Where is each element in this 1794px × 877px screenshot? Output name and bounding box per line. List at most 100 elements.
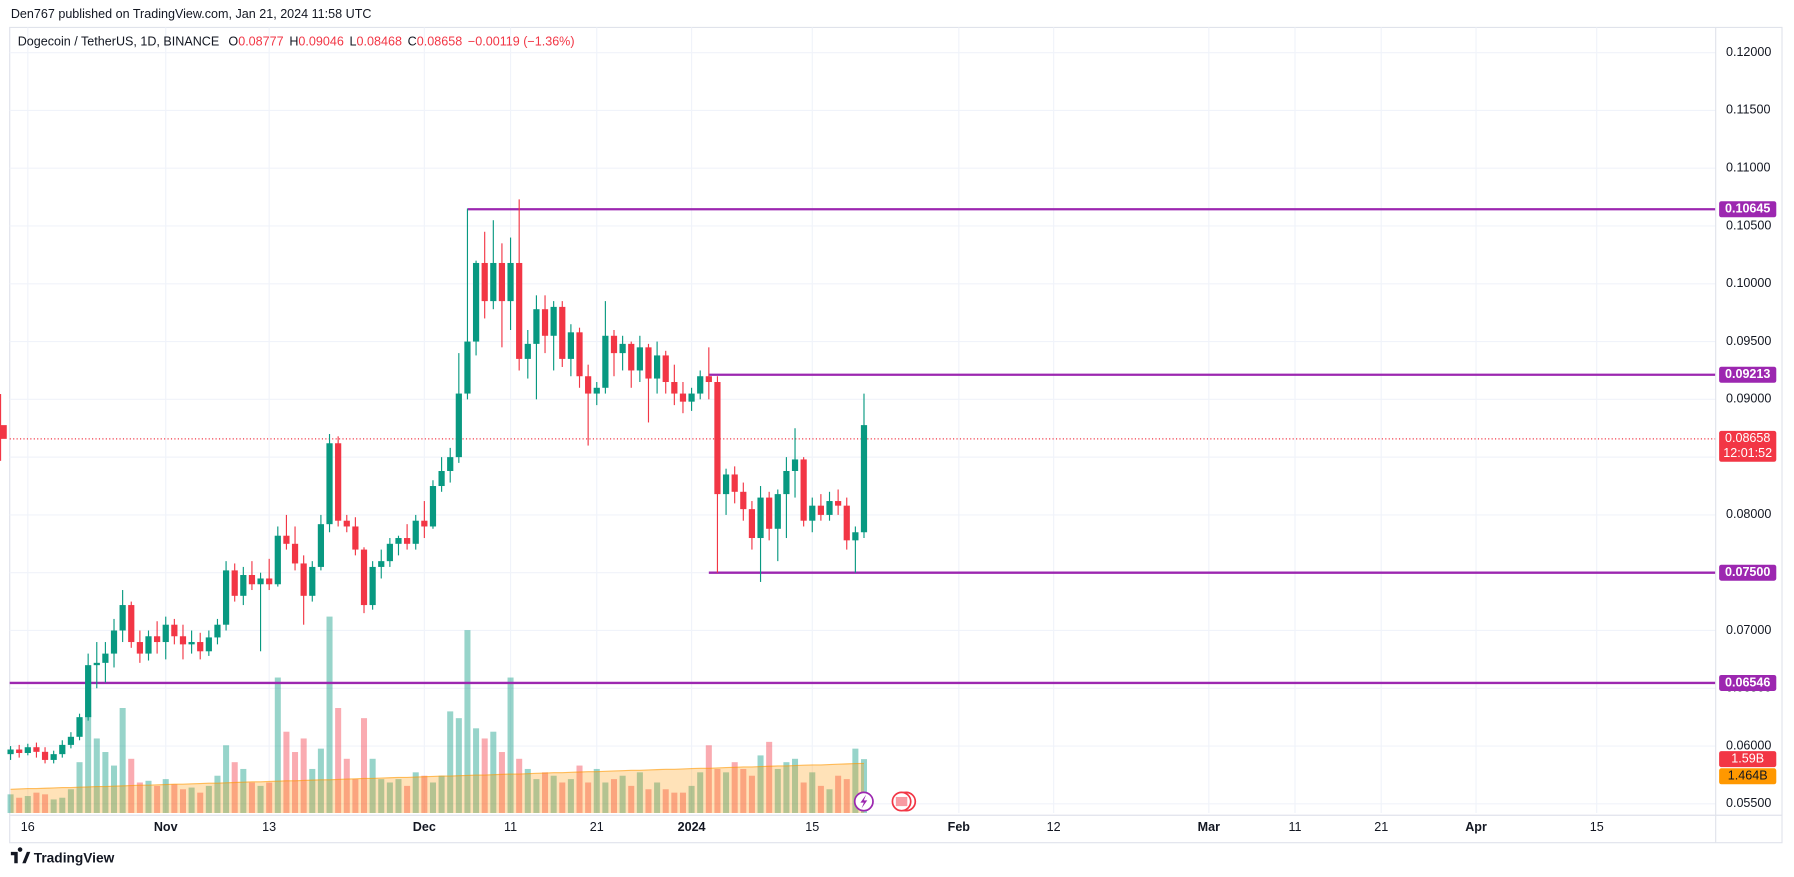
- candle-body: [757, 497, 764, 539]
- candle-body: [171, 624, 178, 637]
- lightning-glyph: [860, 794, 868, 809]
- candle-body: [386, 543, 393, 562]
- volume-bar: [559, 782, 566, 813]
- y-tick-label: 0.09000: [1726, 392, 1771, 406]
- volume-bar: [119, 708, 126, 813]
- logo-mark: [10, 847, 31, 864]
- candle-body: [559, 306, 566, 359]
- candle-body: [317, 524, 325, 567]
- candle-body: [33, 747, 40, 752]
- ohlc-legend: O 0.08777 H 0.09046 L 0.08468 C 0.08658 −0.00119…: [228, 35, 574, 49]
- level-label-box: [1719, 564, 1777, 581]
- level-label: 0.10645: [1725, 202, 1770, 216]
- event-icons: [853, 791, 917, 812]
- volume-bar: [223, 745, 230, 813]
- volume-bar: [542, 772, 549, 813]
- legend-key: O: [228, 35, 238, 49]
- candle-body: [817, 505, 824, 515]
- volume-bar: [757, 755, 764, 813]
- legend-value: −0.00119 (−1.36%): [468, 35, 575, 49]
- candle-body: [541, 309, 549, 336]
- candle-body: [619, 343, 626, 354]
- chart-frame: [9, 26, 1783, 844]
- volume-bar: [662, 789, 669, 813]
- volume-bar: [688, 785, 695, 813]
- legend-value: 0.08468: [357, 35, 402, 49]
- candle-body: [748, 509, 756, 539]
- volume-bar: [852, 748, 859, 813]
- volume-bar: [723, 772, 730, 813]
- candle-body: [800, 459, 807, 521]
- candle-body: [688, 393, 695, 402]
- candle-body: [697, 376, 704, 394]
- volume-bar: [214, 775, 221, 813]
- candle-body: [154, 636, 161, 643]
- candle-body: [455, 393, 462, 458]
- volume-bar: [447, 711, 454, 813]
- volume-bar: [378, 779, 385, 813]
- volume-bar: [835, 775, 842, 813]
- x-tick-label: 15: [805, 820, 819, 834]
- axes: 0.055000.060000.065000.070000.075000.080…: [9, 27, 1783, 843]
- candle-body: [369, 566, 376, 606]
- candle-body: [257, 578, 264, 585]
- volume-bar: [533, 779, 540, 813]
- volume-bar: [386, 782, 393, 813]
- volume-bar: [231, 762, 238, 813]
- candle-body: [50, 754, 57, 760]
- volume-bar: [697, 772, 704, 813]
- candle-body: [352, 526, 359, 550]
- footer-logo: TradingView: [10, 847, 115, 865]
- volume-bar: [197, 792, 204, 813]
- x-tick-label: 16: [21, 820, 35, 834]
- x-tick-label: 21: [1374, 820, 1388, 834]
- volume-bar: [481, 738, 488, 813]
- candle-body: [636, 347, 643, 371]
- candle-body: [343, 520, 350, 527]
- candle-body: [0, 425, 7, 439]
- volume-bar: [309, 768, 316, 813]
- candle-body: [145, 636, 152, 654]
- symbol: Dogecoin / TetherUS, 1D, BINANCE: [18, 35, 220, 49]
- volume-bar: [585, 782, 592, 813]
- volume-bar: [67, 789, 74, 813]
- candle-body: [248, 575, 256, 585]
- candle-body: [464, 341, 471, 394]
- x-tick-label: Mar: [1198, 820, 1220, 834]
- candle-body: [360, 549, 368, 606]
- y-tick-label: 0.06000: [1726, 738, 1771, 752]
- volume-bar: [266, 782, 273, 813]
- y-tick-label: 0.08000: [1726, 507, 1771, 521]
- volume-bar: [145, 780, 152, 813]
- volume-bar: [783, 762, 790, 813]
- candle-body: [188, 642, 195, 645]
- candle-body: [197, 642, 204, 652]
- volume-bar: [567, 779, 574, 813]
- volume-bar: [826, 789, 833, 813]
- volume-bar: [714, 768, 721, 813]
- volume-bar: [774, 768, 781, 813]
- volume-bar: [42, 794, 49, 813]
- volume-bar: [593, 768, 600, 813]
- candle-body: [593, 387, 600, 394]
- candle-body: [671, 382, 678, 394]
- candle-body: [119, 605, 126, 631]
- attribution: Den767 published on TradingView.com, Jan…: [11, 7, 372, 21]
- legend-value: 0.09046: [298, 35, 343, 49]
- levels: [9, 208, 1716, 685]
- volume-bar: [292, 752, 299, 813]
- candle-body: [412, 520, 419, 544]
- candle-body: [24, 747, 31, 753]
- volume-ma-label: 1.464B: [1728, 769, 1768, 783]
- level-label-box: [1719, 674, 1777, 691]
- volume-bar: [59, 797, 66, 813]
- volume-bar: [154, 785, 161, 813]
- volume-bar: [248, 782, 255, 813]
- volume-bar: [748, 775, 755, 813]
- x-tick-label: 11: [1288, 820, 1301, 834]
- legend-key: H: [289, 35, 298, 49]
- volume-bar: [85, 714, 92, 813]
- volume-bar: [369, 758, 376, 813]
- candle-body: [309, 566, 316, 596]
- volume-bar: [412, 772, 419, 813]
